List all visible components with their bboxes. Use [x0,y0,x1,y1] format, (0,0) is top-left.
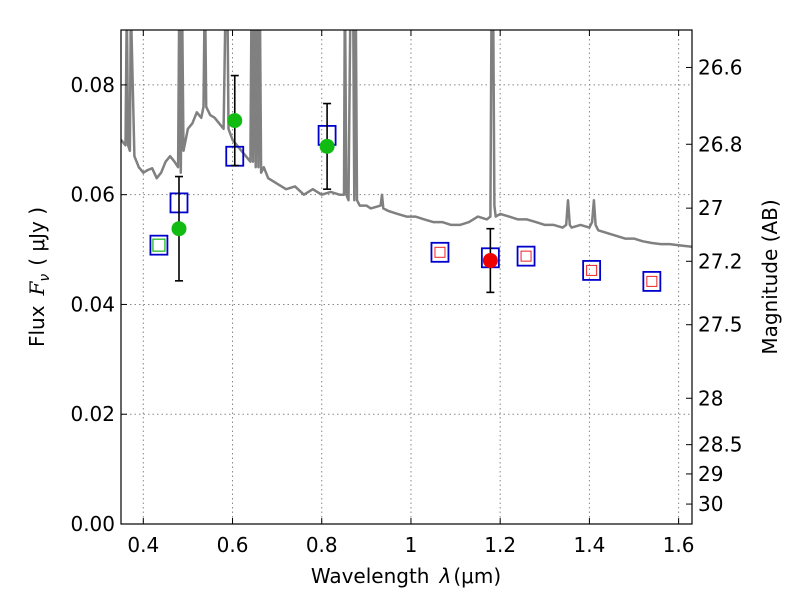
y2-tick-label: 28.5 [698,433,743,457]
y2-axis-label: Magnitude (AB) [758,199,782,354]
y-tick-label: 0.02 [70,402,115,426]
y-axis: 0.00 0.02 0.04 0.06 0.08 [70,73,127,536]
x-axis: 0.4 0.6 0.8 1 1.2 1.4 1.6 [127,30,695,557]
y2-axis: 26.6 26.8 27 27.2 27.5 28 28.5 29 30 [686,55,743,516]
y2-tick-label: 30 [698,492,723,516]
detection-point-red [482,253,498,269]
model-photometry-inner-red [520,250,532,262]
model-photometry-square [149,234,169,256]
model-photometry-square [582,260,602,281]
x-axis-label: Wavelength λ (μm) [311,564,501,588]
y-tick-label: 0.00 [70,512,115,536]
y-tick-label: 0.08 [70,73,115,97]
detection-point-green [227,113,243,129]
y2-tick-label: 28 [698,386,723,410]
x-tick-label: 0.6 [217,533,249,557]
y2-tick-label: 29 [698,462,723,486]
y2-tick-label: 27.5 [698,313,743,337]
model-photometry-inner-green [152,238,166,252]
plot-area [121,30,692,294]
x-tick-label: 1.4 [573,533,605,557]
x-tick-label: 1.2 [484,533,516,557]
model-photometry-inner-red [646,275,658,287]
y2-tick-label: 26.8 [698,132,743,156]
y-tick-label: 0.06 [70,183,115,207]
plot-frame [120,29,693,525]
model-photometry-inner-red [434,246,446,258]
y2-tick-label: 27.2 [698,249,743,273]
x-tick-label: 1 [405,533,418,557]
x-tick-label: 1.6 [663,533,695,557]
y2-tick-label: 26.6 [698,55,743,79]
y2-tick-label: 27 [698,196,723,220]
detection-point-green [171,221,187,237]
x-tick-label: 0.8 [306,533,338,557]
model-photometry-square [642,270,662,292]
spectrum-layer [121,30,692,249]
model-photometry-inner-red [586,264,598,276]
model-photometry-square [430,241,450,263]
spectrum-line [121,30,692,249]
y-tick-label: 0.04 [70,292,115,316]
marker-layer [149,74,662,294]
x-tick-label: 0.4 [127,533,159,557]
y-axis-label: FluxFν( μJy ) [25,207,53,347]
model-photometry-square [516,245,536,267]
grid [121,30,692,524]
detection-point-green [319,138,335,154]
